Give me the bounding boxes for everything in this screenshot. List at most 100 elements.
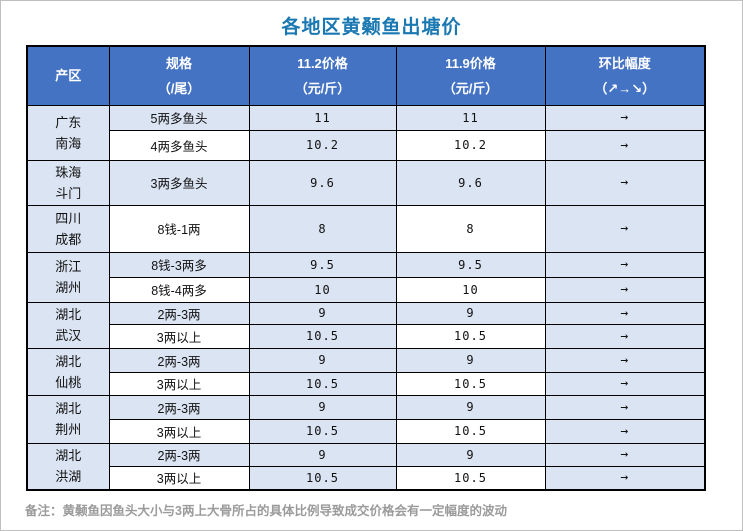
region-line: 湖州 xyxy=(55,280,82,295)
spec-cell: 8钱-3两多 xyxy=(108,251,250,278)
price-112-cell: 10.2 xyxy=(248,129,397,161)
trend-arrow-cell: → xyxy=(544,394,706,420)
trend-arrow-cell: → xyxy=(544,442,706,467)
trend-arrow-cell: → xyxy=(544,159,706,206)
price-112-cell: 9 xyxy=(248,347,397,373)
price-112-cell: 9 xyxy=(248,394,397,420)
trend-arrow-cell: → xyxy=(544,104,706,131)
header-trend-line2: （↗→↘） xyxy=(594,80,656,96)
region-line: 四川 xyxy=(55,210,82,226)
spec-cell: 4两多鱼头 xyxy=(108,129,250,161)
page-title: 各地区黄颡鱼出塘价 xyxy=(281,17,462,38)
price-112-cell: 9.5 xyxy=(248,251,397,278)
price-112-cell: 10.5 xyxy=(248,371,397,396)
spec-cell: 3两多鱼头 xyxy=(108,159,250,206)
region-line: 成都 xyxy=(55,231,82,247)
spec-cell: 3两以上 xyxy=(108,465,250,491)
price-119-cell: 9.5 xyxy=(395,251,546,278)
spec-cell: 2两-3两 xyxy=(108,301,250,325)
price-112-cell: 9 xyxy=(248,442,397,467)
price-119-cell: 10.5 xyxy=(395,371,546,396)
header-trend-line1: 环比幅度 xyxy=(598,55,651,71)
table-row: 8钱-4两多 10 10 → xyxy=(27,276,706,303)
price-112-cell: 9.6 xyxy=(248,159,397,206)
header-region-label: 产区 xyxy=(55,68,82,84)
spec-cell: 8钱-4两多 xyxy=(108,276,250,303)
region-cell-zhuhai-doumen: 珠海 斗门 xyxy=(26,159,110,206)
table-row: 广东 南海 5两多鱼头 11 11 → xyxy=(26,104,706,161)
spec-cell: 3两以上 xyxy=(108,371,250,396)
region-cell-hubei-jingzhou: 湖北 荆州 xyxy=(26,394,110,444)
price-119-cell: 11 xyxy=(395,104,546,131)
spec-cell: 2两-3两 xyxy=(108,347,250,373)
spec-cell: 3两以上 xyxy=(108,323,250,349)
region-cell-hubei-wuhan: 湖北 武汉 xyxy=(26,301,110,349)
price-119-cell: 10.5 xyxy=(395,465,546,491)
table-row: 湖北 武汉 2两-3两 9 9 → xyxy=(26,301,706,349)
table-row: 3两以上 10.5 10.5 → xyxy=(27,371,706,396)
trend-arrow-cell: → xyxy=(544,347,706,373)
region-line: 斗门 xyxy=(55,185,82,201)
table-row: 湖北 洪湖 2两-3两 9 9 → xyxy=(26,442,706,491)
region-line: 湖北 xyxy=(55,448,82,464)
header-price-112-line1: 11.2价格 xyxy=(297,55,348,71)
trend-arrow-cell: → xyxy=(544,418,706,444)
region-line: 浙江 xyxy=(55,259,82,274)
header-region: 产区 xyxy=(26,45,110,106)
trend-arrow-cell: → xyxy=(544,465,706,491)
header-price-112-line2: （元/斤） xyxy=(294,80,351,96)
price-119-cell: 10 xyxy=(395,276,546,303)
region-line: 武汉 xyxy=(55,328,82,343)
header-price-119-line1: 11.9价格 xyxy=(445,55,496,71)
price-119-cell: 9 xyxy=(395,394,546,420)
region-cell-guangdong-nanhai: 广东 南海 xyxy=(26,104,110,161)
table-row: 3两以上 10.5 10.5 → xyxy=(27,465,706,491)
region-line: 广东 xyxy=(55,114,82,130)
region-line: 仙桃 xyxy=(55,374,82,390)
region-line: 湖北 xyxy=(55,401,82,416)
trend-arrow-cell: → xyxy=(544,129,706,161)
price-112-cell: 8 xyxy=(248,204,397,253)
price-119-cell: 10.5 xyxy=(395,418,546,444)
header-trend: 环比幅度 （↗→↘） xyxy=(544,45,706,106)
header-price-119-line2: （元/斤） xyxy=(442,80,499,96)
price-112-cell: 10 xyxy=(248,276,397,303)
table-row: 3两以上 10.5 10.5 → xyxy=(27,323,706,349)
table-row: 珠海 斗门 3两多鱼头 9.6 9.6 → xyxy=(26,159,706,206)
price-119-cell: 10.2 xyxy=(395,129,546,161)
region-line: 南海 xyxy=(55,135,82,151)
region-line: 洪湖 xyxy=(55,469,82,485)
region-line: 湖北 xyxy=(55,307,82,322)
region-line: 珠海 xyxy=(55,164,82,180)
table-row: 浙江 湖州 8钱-3两多 9.5 9.5 → xyxy=(26,251,706,303)
table-row: 4两多鱼头 10.2 10.2 → xyxy=(27,129,706,161)
region-cell-sichuan-chengdu: 四川 成都 xyxy=(26,204,110,253)
spec-cell: 2两-3两 xyxy=(108,442,250,467)
price-112-cell: 11 xyxy=(248,104,397,131)
price-table: 产区 规格 （/尾） 11.2价格 （元/斤） 11.9价格 （元/斤） 环比幅… xyxy=(26,45,706,491)
table-row: 四川 成都 8钱-1两 8 8 → xyxy=(26,204,706,253)
price-112-cell: 10.5 xyxy=(248,418,397,444)
price-119-cell: 8 xyxy=(395,204,546,253)
spec-cell: 8钱-1两 xyxy=(108,204,250,253)
trend-arrow-cell: → xyxy=(544,251,706,278)
trend-arrow-cell: → xyxy=(544,371,706,396)
trend-arrow-cell: → xyxy=(544,301,706,325)
price-119-cell: 9 xyxy=(395,442,546,467)
spec-cell: 5两多鱼头 xyxy=(108,104,250,131)
footnote: 备注：黄颡鱼因鱼头大小与3两上大骨所占的具体比例导致成交价格会有一定幅度的波动 xyxy=(25,504,507,518)
table-row: 湖北 荆州 2两-3两 9 9 → xyxy=(26,394,706,444)
header-price-119: 11.9价格 （元/斤） xyxy=(395,45,546,106)
region-cell-hubei-honghu: 湖北 洪湖 xyxy=(26,442,110,491)
header-spec-line2: （/尾） xyxy=(157,80,201,96)
price-119-cell: 9 xyxy=(395,347,546,373)
spec-cell: 2两-3两 xyxy=(108,394,250,420)
price-112-cell: 10.5 xyxy=(248,323,397,349)
table-row: 3两以上 10.5 10.5 → xyxy=(27,418,706,444)
trend-arrow-cell: → xyxy=(544,276,706,303)
header-price-112: 11.2价格 （元/斤） xyxy=(248,45,397,106)
trend-arrow-cell: → xyxy=(544,204,706,253)
price-112-cell: 10.5 xyxy=(248,465,397,491)
price-112-cell: 9 xyxy=(248,301,397,325)
